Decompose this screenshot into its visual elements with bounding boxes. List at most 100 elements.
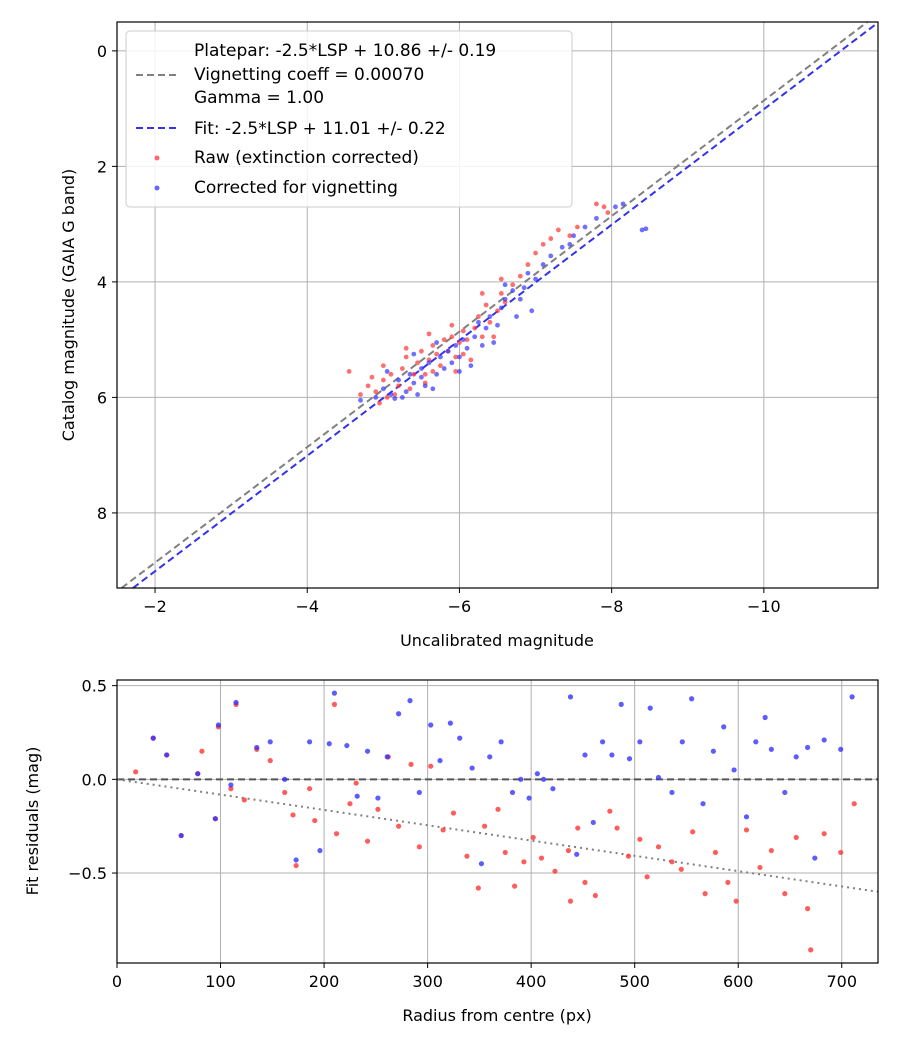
bottom-corrected-point [753,739,759,745]
bottom-raw-point [757,864,763,871]
bottom-corrected-point [447,720,453,726]
top-raw-point [464,337,470,343]
bottom-corrected-point [428,722,434,728]
bottom-raw-point [743,827,750,833]
bottom-y-tick-label: 0.5 [82,677,107,696]
bottom-corrected-point [331,690,338,696]
top-raw-point [472,325,478,331]
bottom-y-tick-label: 0.0 [82,770,107,789]
bottom-raw-point [575,825,581,831]
top-raw-point [457,340,462,345]
bottom-corrected-point [293,857,299,863]
bottom-axis-ticks: 0 100 200 300 400 500 600 700 0.5 0.0 −0.5 [68,677,857,991]
top-x-tick-label: −6 [448,597,472,616]
top-raw-point [525,262,531,267]
bottom-raw-point [782,891,788,897]
bottom-line-vignetting-trend [116,778,879,893]
bottom-raw-point [306,786,313,792]
top-y-tick-label: 6 [97,388,107,407]
bottom-corrected-point [306,739,313,745]
bottom-x-tick-label: 600 [723,972,754,991]
top-raw-point [434,351,440,357]
legend: Platepar: -2.5*LSP + 10.86 +/- 0.19 Vign… [125,30,573,208]
top-raw-point [365,383,371,389]
top-raw-point [548,236,554,241]
bottom-corrected-point [647,705,653,711]
bottom-raw-point [133,769,139,775]
top-corrected-point [411,380,417,386]
legend-raw-swatch [154,155,160,161]
top-raw-point [449,322,455,328]
bottom-raw-point [450,810,457,816]
top-raw-point [510,282,516,288]
top-raw-point [407,386,413,392]
bottom-corrected-point [782,789,788,796]
top-raw-point [594,201,599,207]
bottom-corrected-point [375,795,381,801]
bottom-plot-frame [116,679,879,964]
top-raw-point [460,328,466,334]
bottom-raw-point [712,849,719,856]
top-raw-point [491,334,497,340]
bottom-raw-point [625,853,632,859]
top-corrected-point [533,276,538,282]
bottom-corrected-point [212,816,218,822]
bottom-raw-point [669,859,675,865]
bottom-corrected-point [364,748,371,754]
bottom-corrected-point [228,782,234,788]
top-raw-point [498,276,504,282]
top-raw-point [487,319,493,325]
bottom-corrected-point [567,694,574,700]
top-corrected-point [529,308,535,314]
bottom-raw-point [614,825,620,831]
bottom-corrected-point [710,748,716,754]
bottom-raw-point [733,898,739,904]
top-raw-point [453,354,459,360]
bottom-corrected-point [609,752,615,758]
bottom-corrected-point [534,771,540,777]
bottom-raw-point [565,847,572,854]
top-raw-point [495,308,500,314]
bottom-raw-point [678,866,684,872]
bottom-corrected-point [498,739,504,745]
top-raw-point [426,331,432,337]
top-corrected-point [613,204,618,210]
bottom-corrected-point [812,855,818,861]
bottom-corrected-point [689,696,695,702]
top-corrected-point [426,360,432,366]
bottom-y-tick-label: −0.5 [68,864,107,883]
top-axis-ticks: −2 −4 −6 −8 −10 0 2 4 6 8 [97,42,781,616]
bottom-corrected-point [669,789,675,796]
top-raw-point [540,241,546,247]
top-raw-point [438,363,443,369]
bottom-corrected-point [821,737,827,743]
top-corrected-point [419,366,424,371]
top-y-tick-label: 2 [97,157,107,176]
bottom-raw-point [331,701,338,707]
bottom-raw-point [416,844,422,850]
top-corrected-point [422,383,428,389]
top-corrected-point [491,340,497,345]
bottom-corrected-point [849,694,855,700]
top-raw-point [517,273,523,279]
top-line-fit [132,21,879,589]
top-raw-point [441,337,447,343]
top-x-tick-label: −4 [295,597,319,616]
top-corrected-point [468,363,474,369]
bottom-corrected-point [416,789,422,796]
top-corrected-point [415,392,420,397]
top-corrected-point [502,296,508,302]
bottom-raw-point [241,797,247,803]
top-corrected-point [639,227,645,233]
bottom-raw-point [428,763,434,769]
bottom-x-tick-label: 300 [412,972,443,991]
top-x-tick-label: −8 [600,597,624,616]
top-corrected-point [571,233,576,239]
top-corrected-point [525,270,531,276]
bottom-raw-point [502,849,508,856]
top-x-tick-label: −2 [143,597,167,616]
bottom-raw-point [644,874,650,880]
top-raw-point [377,400,382,406]
bottom-corrected-point [326,741,332,747]
top-plot-frame [116,21,879,589]
